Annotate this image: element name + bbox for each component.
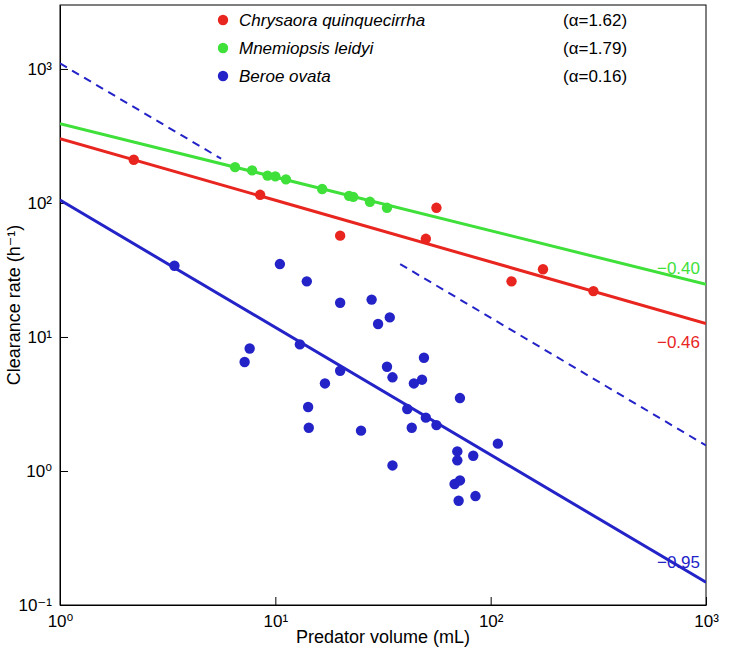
x-axis-tick-mark xyxy=(275,597,276,605)
data-point xyxy=(419,353,429,363)
data-point xyxy=(335,366,345,376)
data-point xyxy=(421,234,431,244)
plot-background xyxy=(60,5,706,605)
data-point xyxy=(455,475,465,485)
y-axis-tick: 10¹ xyxy=(27,328,68,347)
data-point xyxy=(270,171,280,181)
y-axis-tick-label: 10⁰ xyxy=(26,462,52,481)
data-point xyxy=(455,393,465,403)
data-point xyxy=(366,294,376,304)
x-axis-title: Predator volume (mL) xyxy=(296,627,470,647)
data-point xyxy=(506,276,516,286)
data-point xyxy=(468,451,478,461)
data-point xyxy=(317,184,327,194)
data-point xyxy=(387,372,397,382)
data-point xyxy=(335,298,345,308)
data-point xyxy=(493,438,503,448)
legend-alpha: (α=1.62) xyxy=(563,11,627,30)
data-point xyxy=(239,357,249,367)
chart-svg: 10⁰10¹10²10³10⁻¹10⁰10¹10²10³Predator vol… xyxy=(0,0,730,649)
data-point xyxy=(356,425,366,435)
x-axis-tick-label: 10¹ xyxy=(264,612,289,631)
plot-frame xyxy=(60,5,706,605)
slope-label: −0.40 xyxy=(657,259,700,278)
data-point xyxy=(129,155,139,165)
bound-line xyxy=(400,264,706,445)
legend-marker xyxy=(218,43,228,53)
data-point xyxy=(385,312,395,322)
data-point xyxy=(407,423,417,433)
legend-label: Mnemiopsis leidyi xyxy=(239,39,374,58)
data-point xyxy=(230,162,240,172)
y-axis-tick-mark xyxy=(60,337,68,338)
x-axis-tick-label: 10³ xyxy=(694,612,719,631)
slope-label: −0.95 xyxy=(657,553,700,572)
data-point xyxy=(302,276,312,286)
data-point xyxy=(255,190,265,200)
fit-line xyxy=(60,124,706,285)
x-axis-tick: 10¹ xyxy=(264,597,289,631)
legend-label: Chrysaora quinquecirrha xyxy=(239,11,425,30)
data-point xyxy=(417,374,427,384)
data-point xyxy=(387,460,397,470)
y-axis-tick-mark xyxy=(60,471,68,472)
series-points xyxy=(129,155,599,297)
y-axis-tick: 10⁰ xyxy=(26,462,68,481)
data-point xyxy=(538,264,548,274)
y-axis-tick-label: 10² xyxy=(27,194,52,213)
data-point xyxy=(402,404,412,414)
legend-alpha: (α=1.79) xyxy=(563,39,627,58)
data-point xyxy=(452,455,462,465)
data-point xyxy=(421,412,431,422)
data-point xyxy=(382,203,392,213)
fit-line xyxy=(60,139,706,324)
y-axis-tick-label: 10³ xyxy=(27,60,52,79)
legend: Chrysaora quinquecirrha (α=1.62) Mnemiopsi… xyxy=(218,11,627,86)
y-axis-tick-label: 10⁻¹ xyxy=(18,596,52,615)
y-axis-tick: 10² xyxy=(27,194,68,213)
data-point xyxy=(382,361,392,371)
y-axis-tick-label: 10¹ xyxy=(27,328,52,347)
x-axis-tick-label: 10² xyxy=(479,612,504,631)
fit-line xyxy=(60,200,706,582)
data-point xyxy=(275,259,285,269)
x-axis-tick: 10³ xyxy=(694,597,719,631)
legend-alpha: (α=0.16) xyxy=(563,67,627,86)
data-point xyxy=(304,423,314,433)
data-point xyxy=(348,192,358,202)
slope-label: −0.46 xyxy=(657,333,700,352)
data-point xyxy=(303,402,313,412)
data-point xyxy=(431,420,441,430)
data-point xyxy=(588,286,598,296)
data-point xyxy=(247,165,257,175)
y-axis: 10⁻¹ 10⁰ 10¹ 10² 10³ xyxy=(18,6,68,615)
y-axis-tick: 10³ xyxy=(27,60,68,79)
data-point xyxy=(431,203,441,213)
legend-marker xyxy=(218,71,228,81)
data-point xyxy=(320,378,330,388)
data-point xyxy=(281,174,291,184)
data-point xyxy=(244,343,254,353)
data-point xyxy=(169,261,179,271)
data-point xyxy=(373,319,383,329)
data-point xyxy=(295,339,305,349)
data-point xyxy=(365,197,375,207)
series-points xyxy=(230,162,392,213)
y-axis-title: Clearance rate (h⁻¹) xyxy=(4,225,24,386)
x-axis: 10⁰10¹10²10³ xyxy=(48,597,719,631)
plot-area xyxy=(60,63,706,582)
y-axis-tick-mark xyxy=(60,69,68,70)
data-point xyxy=(453,496,463,506)
chart-container: 10⁰10¹10²10³10⁻¹10⁰10¹10²10³Predator vol… xyxy=(0,0,730,649)
data-point xyxy=(452,446,462,456)
data-point xyxy=(470,491,480,501)
data-point xyxy=(335,230,345,240)
legend-marker xyxy=(218,15,228,25)
series-points xyxy=(169,259,503,506)
x-axis-tick-mark xyxy=(491,597,492,605)
legend-label: Beroe ovata xyxy=(239,67,331,86)
x-axis-tick: 10² xyxy=(479,597,504,631)
